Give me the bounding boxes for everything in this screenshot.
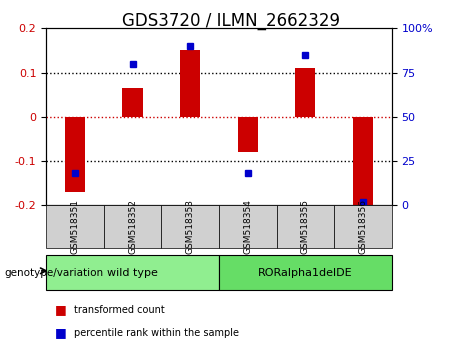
Bar bbox=[296, 68, 315, 117]
Bar bbox=[353, 117, 373, 214]
Text: GSM518353: GSM518353 bbox=[186, 199, 195, 254]
Text: GSM518356: GSM518356 bbox=[359, 199, 367, 254]
Text: transformed count: transformed count bbox=[74, 305, 165, 315]
Text: GSM518355: GSM518355 bbox=[301, 199, 310, 254]
Bar bbox=[180, 51, 200, 117]
Text: genotype/variation: genotype/variation bbox=[5, 268, 104, 278]
Bar bbox=[123, 88, 142, 117]
Text: GSM518351: GSM518351 bbox=[71, 199, 79, 254]
Text: wild type: wild type bbox=[107, 268, 158, 278]
Text: GSM518354: GSM518354 bbox=[243, 199, 252, 254]
Text: ■: ■ bbox=[55, 326, 67, 339]
Text: GDS3720 / ILMN_2662329: GDS3720 / ILMN_2662329 bbox=[122, 12, 339, 30]
Text: percentile rank within the sample: percentile rank within the sample bbox=[74, 328, 239, 338]
Text: RORalpha1delDE: RORalpha1delDE bbox=[258, 268, 353, 278]
Bar bbox=[65, 117, 85, 192]
Text: ■: ■ bbox=[55, 303, 67, 316]
Text: GSM518352: GSM518352 bbox=[128, 199, 137, 254]
Bar bbox=[238, 117, 258, 152]
